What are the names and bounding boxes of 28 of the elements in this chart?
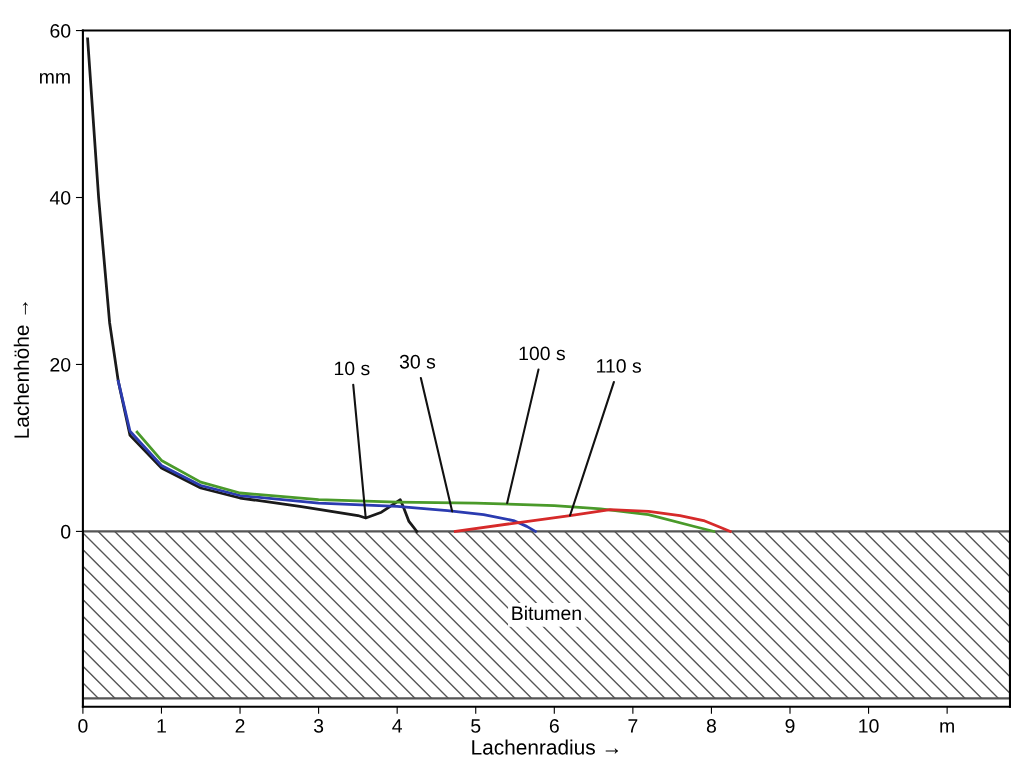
line-series bbox=[86, 37, 419, 533]
x-tick-label: 6 bbox=[549, 719, 559, 733]
x-tick-label: 2 bbox=[235, 719, 245, 733]
x-tick-label: 10 bbox=[859, 719, 879, 733]
annotation: 110 s bbox=[597, 359, 641, 373]
y-tick-label: mm bbox=[39, 73, 70, 84]
y-tick-label: 0 bbox=[61, 524, 71, 539]
x-tick-label: 4 bbox=[392, 719, 403, 733]
x-axis-title: Lachenradius → bbox=[472, 739, 619, 755]
x-tick-label: 0 bbox=[78, 719, 88, 733]
x-tick-label: 7 bbox=[628, 719, 638, 733]
line-series bbox=[135, 430, 716, 533]
x-tick-label: 3 bbox=[313, 719, 324, 733]
y-axis-title: Lachenhöhe → bbox=[13, 302, 30, 438]
annotation: 30 s bbox=[399, 354, 436, 369]
annotation: 10 s bbox=[334, 361, 370, 376]
x-tick-label: 1 bbox=[157, 719, 166, 733]
y-tick-label: 40 bbox=[49, 190, 71, 205]
x-tick-label: 5 bbox=[471, 719, 481, 733]
y-tick-label: 20 bbox=[50, 357, 71, 372]
band-label: Bitumen bbox=[512, 605, 581, 621]
x-tick-label: 8 bbox=[706, 719, 716, 733]
annotation: 100 s bbox=[519, 346, 565, 361]
x-tick-label: 9 bbox=[785, 719, 795, 733]
x-tick-label: m bbox=[940, 722, 954, 733]
line-series bbox=[116, 379, 537, 533]
y-tick-label: 60 bbox=[50, 24, 71, 38]
line-series bbox=[453, 508, 732, 533]
